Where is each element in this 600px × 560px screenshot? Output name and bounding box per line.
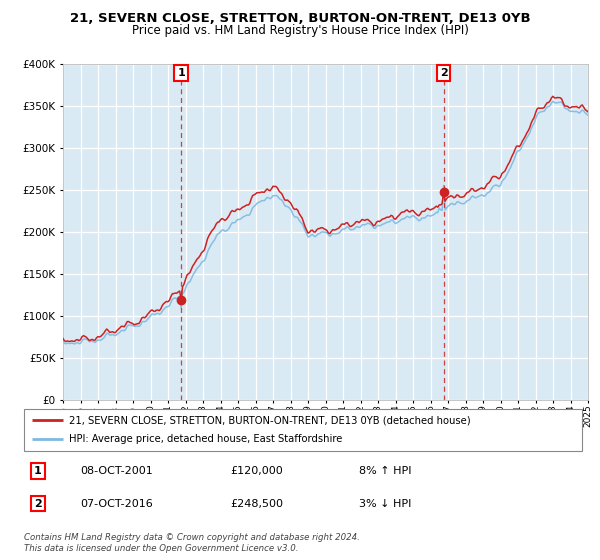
Text: HPI: Average price, detached house, East Staffordshire: HPI: Average price, detached house, East… (68, 435, 342, 445)
FancyBboxPatch shape (24, 409, 582, 451)
Text: 08-OCT-2001: 08-OCT-2001 (80, 466, 152, 476)
Text: 2: 2 (440, 68, 448, 78)
Text: £248,500: £248,500 (230, 499, 283, 508)
Text: Contains HM Land Registry data © Crown copyright and database right 2024.
This d: Contains HM Land Registry data © Crown c… (24, 533, 360, 553)
Text: 07-OCT-2016: 07-OCT-2016 (80, 499, 152, 508)
Text: Price paid vs. HM Land Registry's House Price Index (HPI): Price paid vs. HM Land Registry's House … (131, 24, 469, 36)
Text: 1: 1 (34, 466, 42, 476)
Text: 2: 2 (34, 499, 42, 508)
Text: 1: 1 (177, 68, 185, 78)
Text: 3% ↓ HPI: 3% ↓ HPI (359, 499, 411, 508)
Text: 21, SEVERN CLOSE, STRETTON, BURTON-ON-TRENT, DE13 0YB: 21, SEVERN CLOSE, STRETTON, BURTON-ON-TR… (70, 12, 530, 25)
Text: 8% ↑ HPI: 8% ↑ HPI (359, 466, 412, 476)
Text: £120,000: £120,000 (230, 466, 283, 476)
Text: 21, SEVERN CLOSE, STRETTON, BURTON-ON-TRENT, DE13 0YB (detached house): 21, SEVERN CLOSE, STRETTON, BURTON-ON-TR… (68, 415, 470, 425)
